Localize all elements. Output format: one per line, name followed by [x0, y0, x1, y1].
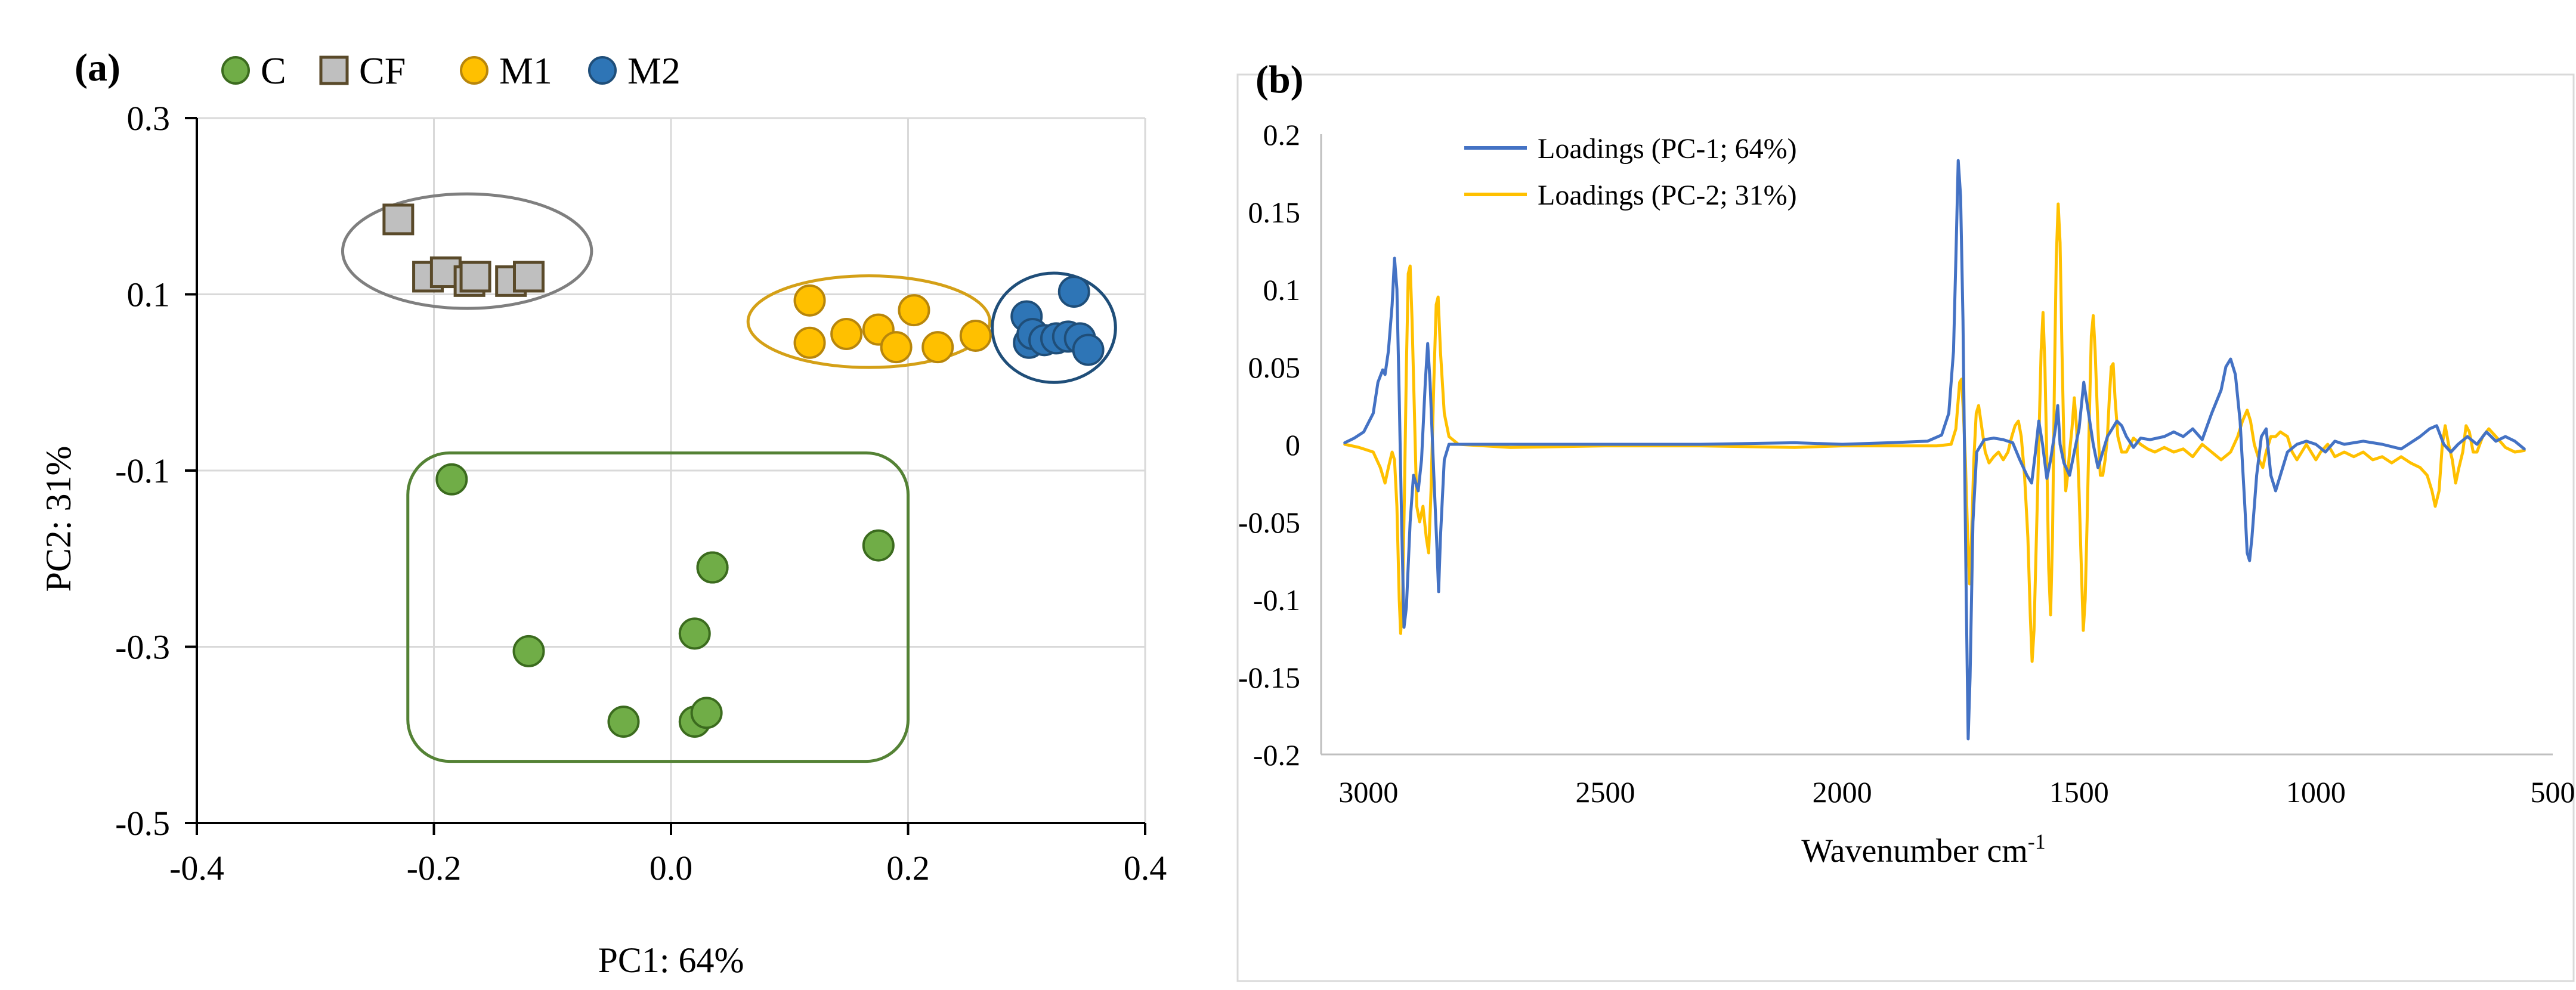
- panel-b-x-axis-title-main: Wavenumber cm: [1801, 833, 2028, 870]
- x-tick-label: 0.2: [886, 849, 930, 887]
- point-c: [696, 551, 729, 584]
- y-tick-label: -0.1: [115, 451, 170, 490]
- group-outline-cf: [341, 192, 593, 310]
- x-tick-label: 2000: [1813, 775, 1872, 809]
- point-m1: [830, 317, 863, 350]
- panel-a-label: (a): [75, 46, 120, 89]
- group-outline-m1: [746, 274, 992, 369]
- point-m1: [921, 331, 954, 364]
- y-tick-label: 0.3: [127, 99, 171, 138]
- legend-label-cf: CF: [359, 50, 406, 92]
- panel-b-x-axis-title: Wavenumber cm-1: [1801, 830, 2046, 870]
- point-m2: [1072, 333, 1105, 366]
- y-tick-label: -0.1: [1253, 583, 1300, 617]
- y-tick-label: 0: [1285, 428, 1300, 462]
- point-m1: [880, 331, 913, 364]
- point-c: [678, 617, 711, 650]
- y-tick-label: 0.05: [1248, 351, 1301, 384]
- panel-b-chart-border: [1236, 73, 2575, 982]
- point-m1: [959, 319, 992, 352]
- panel-a-group-outlines: [341, 192, 1117, 763]
- point-cf: [459, 261, 491, 293]
- x-tick-label: 0.4: [1124, 849, 1167, 887]
- x-tick-label: -0.2: [407, 849, 462, 887]
- panel-a-legend: C CF M1 M2: [221, 50, 681, 92]
- y-tick-label: 0.1: [127, 276, 171, 314]
- point-m1: [793, 326, 826, 359]
- series-line-loadings-pc-2-31: [1343, 202, 2526, 663]
- y-tick-label: -0.5: [115, 804, 170, 843]
- point-m1: [793, 284, 826, 317]
- point-c: [690, 697, 723, 729]
- point-cf: [382, 203, 415, 236]
- panel-a-axes: -0.5 -0.3 -0.1 0.1 0.3 -0.4 -0.2 0.0 0.2 0.4: [115, 99, 1167, 887]
- legend-marker-m1: [460, 56, 488, 85]
- panel-b-series-lines: [1343, 159, 2526, 741]
- point-cf: [513, 261, 545, 293]
- point-c: [607, 706, 640, 738]
- y-tick-label: 0.1: [1263, 273, 1301, 307]
- panel-b-label: (b): [1255, 58, 1304, 101]
- panel-a: (a) C CF M1 M2 -0.5 -0.3 -0.1 0.1 0.3 -0.4 -0.2 0.…: [39, 46, 1167, 980]
- point-c: [862, 529, 895, 562]
- y-tick-label: -0.2: [1253, 738, 1300, 772]
- x-tick-label: -0.4: [169, 849, 224, 887]
- legend-label-m2: M2: [627, 50, 681, 92]
- legend-marker-cf: [319, 55, 349, 85]
- panel-b-x-axis-title-superscript: -1: [2028, 830, 2046, 853]
- y-tick-label: -0.15: [1238, 661, 1300, 694]
- panel-a-y-axis-title: PC2: 31%: [39, 446, 78, 592]
- x-tick-label: 1000: [2286, 775, 2346, 809]
- x-tick-label: 500: [2531, 775, 2575, 809]
- legend-label-m1: M1: [499, 50, 552, 92]
- panel-b-axes: -0.2 -0.15 -0.1 -0.05 0 0.05 0.1 0.15 0.2 3000 250…: [1238, 118, 2575, 809]
- point-c: [512, 635, 545, 667]
- legend-marker-c: [221, 56, 250, 85]
- point-m1: [898, 294, 930, 327]
- y-tick-label: 0.2: [1263, 118, 1301, 151]
- x-tick-label: 0.0: [650, 849, 693, 887]
- legend-label-loadings-pc-1-64: Loadings (PC-1; 64%): [1538, 133, 1797, 165]
- y-tick-label: -0.3: [115, 628, 170, 667]
- series-line-loadings-pc-1-64: [1343, 159, 2526, 741]
- y-tick-label: -0.05: [1238, 506, 1300, 539]
- x-tick-label: 2500: [1576, 775, 1635, 809]
- x-tick-label: 3000: [1338, 775, 1398, 809]
- group-outline-m2: [991, 271, 1117, 384]
- group-outline-c: [406, 451, 910, 763]
- legend-marker-m2: [588, 56, 617, 85]
- panel-a-points: [382, 203, 1105, 738]
- panel-a-gridlines: [197, 117, 1146, 823]
- point-c: [435, 463, 468, 496]
- legend-label-c: C: [261, 50, 286, 92]
- y-tick-label: 0.15: [1248, 196, 1301, 229]
- point-m2: [1057, 276, 1090, 308]
- panel-b: (b) -0.2 -0.15 -0.1 -0.05 0 0.05 0.1 0.15 0.2 300…: [1236, 58, 2575, 982]
- legend-label-loadings-pc-2-31: Loadings (PC-2; 31%): [1538, 180, 1797, 211]
- panel-b-legend: Loadings (PC-1; 64%) Loadings (PC-2; 31%): [1464, 133, 1797, 211]
- x-tick-label: 1500: [2049, 775, 2109, 809]
- panel-a-x-axis-title: PC1: 64%: [598, 940, 744, 980]
